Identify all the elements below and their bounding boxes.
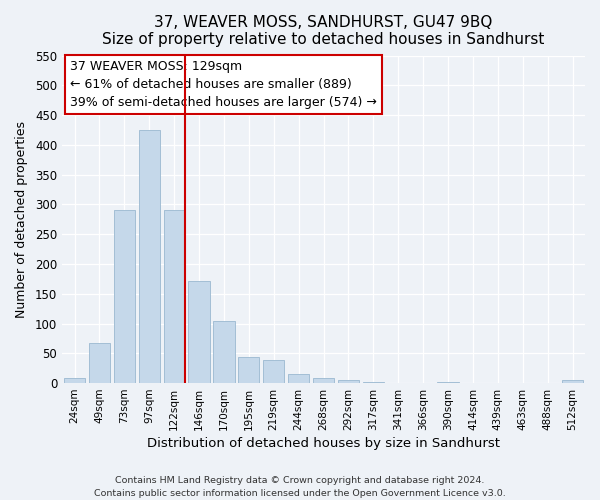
Bar bbox=[114, 210, 135, 383]
X-axis label: Distribution of detached houses by size in Sandhurst: Distribution of detached houses by size … bbox=[147, 437, 500, 450]
Text: 37 WEAVER MOSS: 129sqm
← 61% of detached houses are smaller (889)
39% of semi-de: 37 WEAVER MOSS: 129sqm ← 61% of detached… bbox=[70, 60, 377, 110]
Bar bbox=[437, 382, 458, 383]
Bar bbox=[89, 342, 110, 383]
Bar bbox=[338, 380, 359, 383]
Bar bbox=[164, 210, 185, 383]
Bar bbox=[562, 380, 583, 383]
Bar bbox=[363, 382, 384, 383]
Bar bbox=[64, 378, 85, 383]
Bar bbox=[238, 358, 259, 383]
Y-axis label: Number of detached properties: Number of detached properties bbox=[15, 121, 28, 318]
Bar bbox=[288, 374, 309, 383]
Bar bbox=[313, 378, 334, 383]
Bar bbox=[139, 130, 160, 383]
Title: 37, WEAVER MOSS, SANDHURST, GU47 9BQ
Size of property relative to detached house: 37, WEAVER MOSS, SANDHURST, GU47 9BQ Siz… bbox=[103, 15, 545, 48]
Text: Contains HM Land Registry data © Crown copyright and database right 2024.
Contai: Contains HM Land Registry data © Crown c… bbox=[94, 476, 506, 498]
Bar bbox=[263, 360, 284, 383]
Bar bbox=[214, 320, 235, 383]
Bar bbox=[188, 280, 209, 383]
